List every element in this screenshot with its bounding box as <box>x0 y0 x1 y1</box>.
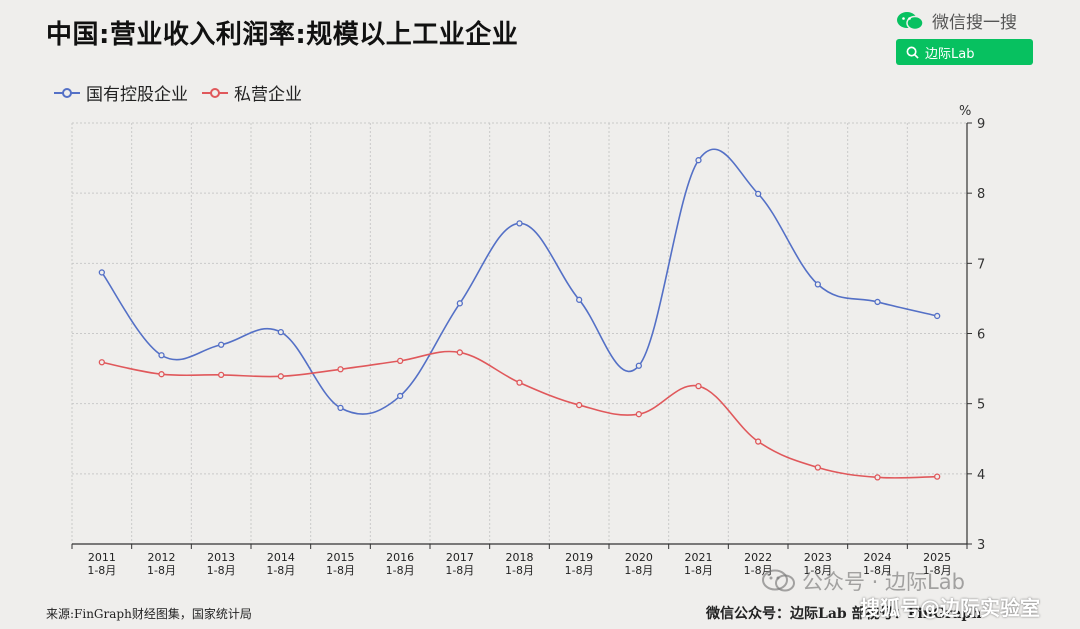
data-point-1-8 <box>576 401 583 409</box>
legend-marker-state <box>54 87 80 98</box>
x-tick-label: 2015 1-8月 <box>326 551 355 577</box>
data-point-0-12 <box>814 281 821 288</box>
data-point-0-2 <box>218 341 225 348</box>
y-tick-label: 5 <box>977 398 985 413</box>
data-point-1-13 <box>874 474 881 481</box>
legend-label-private: 私营企业 <box>234 85 302 105</box>
x-tick-label: 2023 1-8月 <box>803 551 832 577</box>
x-tick-label: 2018 1-8月 <box>505 551 534 577</box>
wechat-icon <box>897 11 924 30</box>
series-line-0 <box>101 148 938 415</box>
data-point-0-14 <box>934 312 941 320</box>
search-icon <box>906 46 919 59</box>
data-point-1-14 <box>934 473 941 480</box>
legend-marker-private <box>202 87 228 98</box>
x-tick-label: 2019 1-8月 <box>565 551 594 577</box>
watermark-official-account-text: 公众号 · 边际Lab <box>802 570 965 594</box>
wechat-search-label: 微信搜一搜 <box>932 13 1017 33</box>
x-tick-label: 2021 1-8月 <box>684 551 713 577</box>
legend-item-private[interactable]: 私营企业 <box>202 80 302 105</box>
x-tick-label: 2017 1-8月 <box>445 551 474 577</box>
wechat-watermark-icon <box>762 569 795 592</box>
data-point-1-10 <box>695 382 702 390</box>
data-point-0-5 <box>397 392 404 400</box>
data-point-0-4 <box>337 404 344 412</box>
x-tick-label: 2024 1-8月 <box>863 551 892 577</box>
x-tick-label: 2011 1-8月 <box>87 551 116 577</box>
footer-credit: 微信公众号：边际Lab 部视号：FinGraph <box>706 606 982 622</box>
chart-title: 中国:营业收入利润率:规模以上工业企业 <box>46 20 519 50</box>
data-point-1-1 <box>158 371 165 378</box>
y-tick-label: 4 <box>977 468 985 483</box>
data-point-1-11 <box>755 438 762 445</box>
y-tick-label: 6 <box>977 328 985 343</box>
y-tick-label: 9 <box>977 117 985 132</box>
watermark-sohu: 搜狐号@边际实验室 <box>860 596 1040 620</box>
x-tick-label: 2013 1-8月 <box>207 551 236 577</box>
data-point-1-0 <box>98 359 105 366</box>
data-point-0-8 <box>576 296 583 303</box>
data-point-0-11 <box>755 190 762 198</box>
data-point-1-7 <box>516 379 523 386</box>
source-note: 来源:FinGraph财经图集，国家统计局 <box>46 607 252 621</box>
data-point-1-2 <box>218 371 225 379</box>
data-point-1-3 <box>277 373 284 380</box>
legend-label-state: 国有控股企业 <box>86 85 188 105</box>
legend-item-state[interactable]: 国有控股企业 <box>54 80 188 105</box>
y-axis-unit: % <box>959 104 971 119</box>
data-point-1-12 <box>814 464 821 471</box>
wechat-search-link[interactable]: 微信搜一搜 <box>896 8 1017 33</box>
x-tick-label: 2014 1-8月 <box>266 551 295 577</box>
data-point-0-6 <box>456 300 463 307</box>
series-line-1 <box>101 350 938 479</box>
y-tick-label: 3 <box>977 538 985 553</box>
legend: 国有控股企业 私营企业 <box>54 80 302 105</box>
y-tick-label: 8 <box>977 187 985 202</box>
data-point-0-3 <box>277 328 284 336</box>
data-point-0-13 <box>874 298 881 306</box>
y-tick-label: 7 <box>977 257 985 272</box>
data-point-1-6 <box>456 349 463 356</box>
data-point-1-5 <box>397 357 404 365</box>
data-point-0-9 <box>635 362 642 369</box>
data-point-1-9 <box>635 411 642 418</box>
search-box[interactable]: 边际Lab <box>896 39 1033 65</box>
x-tick-label: 2020 1-8月 <box>624 551 653 577</box>
data-point-0-10 <box>695 157 702 164</box>
data-point-1-4 <box>337 366 344 373</box>
watermark-official-account: 公众号 · 边际Lab <box>762 566 965 596</box>
data-point-0-0 <box>98 269 105 276</box>
x-tick-label: 2016 1-8月 <box>386 551 415 577</box>
x-tick-label: 2012 1-8月 <box>147 551 176 577</box>
x-tick-label: 2025 1-8月 <box>923 551 952 577</box>
data-point-0-1 <box>158 352 165 359</box>
data-point-0-7 <box>516 220 523 227</box>
search-query: 边际Lab <box>925 46 975 62</box>
